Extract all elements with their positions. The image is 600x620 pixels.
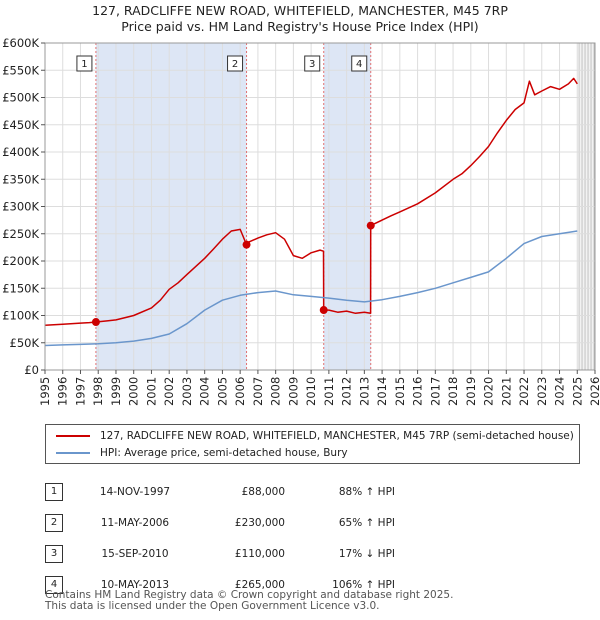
x-tick-label: 2026: [588, 377, 600, 406]
y-tick-label: £500K: [2, 91, 39, 105]
x-tick-label: 1999: [109, 377, 123, 406]
x-tick-label: 2010: [304, 377, 318, 406]
sale-number-badge: 2: [45, 513, 63, 532]
y-tick-label: £400K: [2, 145, 39, 159]
x-tick-label: 2017: [428, 377, 442, 406]
y-tick-label: £300K: [2, 200, 39, 214]
sale-hpi-change: 106% ↑ HPI: [332, 578, 395, 591]
y-tick-label: £450K: [2, 118, 39, 132]
x-tick-label: 1997: [73, 377, 87, 406]
hpi-series-line: [44, 230, 578, 347]
x-tick-label: 2009: [286, 377, 300, 406]
sale-label-number: 1: [81, 59, 87, 70]
y-tick-label: £350K: [2, 172, 39, 186]
x-tick-label: 2004: [198, 377, 212, 406]
x-tick-label: 2014: [375, 377, 389, 406]
sale-date: 15-SEP-2010: [101, 547, 169, 560]
x-tick-label: 2016: [411, 377, 425, 406]
x-tick-label: 2015: [393, 377, 407, 406]
x-tick-label: 2021: [499, 377, 513, 406]
x-tick-label: 2006: [233, 377, 247, 406]
y-tick-label: £0: [24, 363, 39, 377]
y-tick-label: £550K: [2, 63, 39, 77]
sale-number-badge: 1: [45, 482, 63, 501]
table-row: 4 10-MAY-2013 £265,000 106% ↑ HPI: [45, 569, 395, 600]
sale-label-number: 2: [232, 59, 238, 70]
sale-label-number: 3: [309, 59, 315, 70]
x-tick-label: 2012: [340, 377, 354, 406]
y-tick-label: £600K: [2, 36, 39, 50]
x-tick-label: 2005: [215, 377, 229, 406]
x-tick-label: 2001: [144, 377, 158, 406]
sale-label-box: [351, 55, 368, 72]
table-row: 1 14-NOV-1997 £88,000 88% ↑ HPI: [45, 476, 395, 507]
sale-price: £230,000: [234, 516, 285, 529]
legend-line-hpi: [56, 452, 90, 454]
x-tick-label: 2007: [251, 377, 265, 406]
y-tick-label: £200K: [2, 254, 39, 268]
sale-label-box: [304, 55, 321, 72]
chart-subtitle: Price paid vs. HM Land Registry's House …: [121, 19, 479, 34]
x-tick-label: 2002: [162, 377, 176, 406]
sale-point: [242, 240, 251, 249]
y-tick-label: £150K: [2, 281, 39, 295]
x-tick-label: 1995: [38, 377, 52, 406]
y-tick-label: £100K: [2, 309, 39, 323]
footer-licence: This data is licensed under the Open Gov…: [45, 600, 380, 612]
sale-date: 10-MAY-2013: [100, 578, 170, 591]
x-tick-label: 2003: [180, 377, 194, 406]
sale-hpi-change: 65% ↑ HPI: [338, 516, 395, 529]
chart-legend: 127, RADCLIFFE NEW ROAD, WHITEFIELD, MAN…: [45, 424, 580, 464]
sale-point: [366, 221, 375, 230]
sale-point: [319, 306, 328, 315]
x-tick-label: 2013: [357, 377, 371, 406]
x-tick-label: 2020: [482, 377, 496, 406]
x-tick-label: 2018: [446, 377, 460, 406]
sale-label-box: [227, 55, 244, 72]
x-tick-label: 1996: [56, 377, 70, 406]
sale-label-number: 4: [356, 59, 362, 70]
sale-number-badge: 3: [45, 544, 63, 563]
x-tick-label: 2024: [553, 377, 567, 406]
sales-table: 1 14-NOV-1997 £88,000 88% ↑ HPI 2 11-MAY…: [45, 476, 395, 600]
x-tick-label: 1998: [91, 377, 105, 406]
x-tick-label: 2011: [322, 377, 336, 406]
sale-price: £88,000: [241, 485, 285, 498]
footer-attribution: Contains HM Land Registry data © Crown c…: [45, 590, 453, 612]
x-tick-label: 2008: [269, 377, 283, 406]
sale-price: £265,000: [234, 578, 285, 591]
x-tick-label: 2019: [464, 377, 478, 406]
sale-number-badge: 4: [45, 575, 63, 594]
legend-label-property: 127, RADCLIFFE NEW ROAD, WHITEFIELD, MAN…: [100, 430, 574, 442]
x-tick-label: 2022: [517, 377, 531, 406]
footer-copyright: Contains HM Land Registry data © Crown c…: [45, 589, 454, 601]
price-chart: 1 2 3 4 £0 £50K £100K £150K £200K £250K £300K £350K…: [2, 36, 600, 406]
legend-line-property: [56, 435, 90, 437]
x-tick-label: 2025: [570, 377, 584, 406]
property-series-line: [44, 77, 578, 327]
x-tick-label: 2000: [127, 377, 141, 406]
sale-date: 14-NOV-1997: [99, 485, 171, 498]
x-tick-label: 2023: [535, 377, 549, 406]
sale-hpi-change: 17% ↓ HPI: [338, 547, 395, 560]
sale-price: £110,000: [234, 547, 285, 560]
legend-label-hpi: HPI: Average price, semi-detached house,…: [100, 447, 348, 459]
sale-label-box: [76, 55, 93, 72]
sale-date: 11-MAY-2006: [100, 516, 170, 529]
table-row: 2 11-MAY-2006 £230,000 65% ↑ HPI: [45, 507, 395, 538]
sale-hpi-change: 88% ↑ HPI: [338, 485, 395, 498]
chart-title-address: 127, RADCLIFFE NEW ROAD, WHITEFIELD, MAN…: [92, 3, 508, 18]
sale-point: [91, 318, 100, 327]
y-tick-label: £250K: [2, 227, 39, 241]
y-tick-label: £50K: [10, 336, 40, 350]
table-row: 3 15-SEP-2010 £110,000 17% ↓ HPI: [45, 538, 395, 569]
